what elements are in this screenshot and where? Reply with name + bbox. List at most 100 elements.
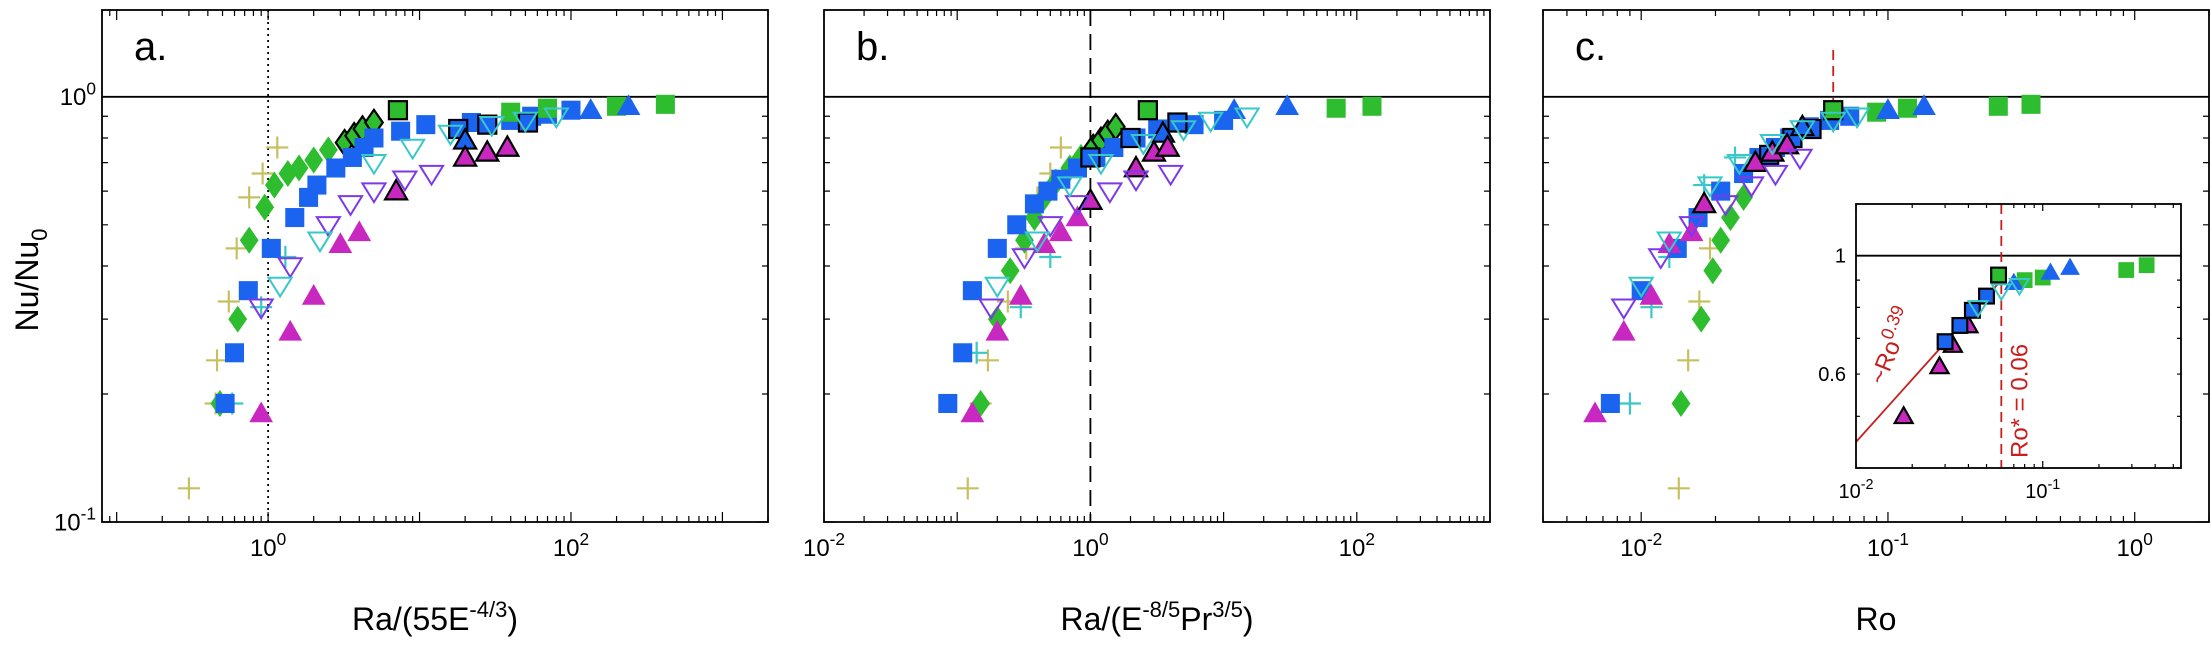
data-point-square-blue [938, 393, 958, 413]
data-point-plus-yellow [266, 136, 289, 159]
data-point-invtri-purple [1122, 170, 1150, 193]
y-tick-label: 100 [60, 78, 96, 111]
data-point-square-green [2138, 257, 2155, 274]
data-point-diamond-green [1711, 226, 1731, 254]
y-tick-label: 0.6 [1818, 364, 1846, 386]
data-point-invtri-cyan [1627, 276, 1655, 299]
data-point-square-blue-outlined [1951, 316, 1969, 334]
data-point-plus-yellow [956, 477, 979, 500]
data-point-square-green [1326, 98, 1346, 118]
data-point-diamond-green [239, 226, 259, 254]
data-point-square-blue [987, 238, 1007, 258]
data-point-triangle-magenta-outlined [452, 144, 479, 167]
data-point-plus-yellow [1667, 477, 1690, 500]
data-point-plus-yellow [251, 162, 274, 185]
data-point-triangle-magenta [1639, 284, 1664, 305]
data-point-invtri-cyan [478, 115, 506, 138]
data-point-invtri-cyan [266, 276, 294, 299]
series-invtri-purple [1610, 148, 1814, 321]
x-tick-label: 100 [2117, 529, 2153, 562]
series-invtri-cyan [266, 107, 570, 299]
data-point-invtri-purple [1610, 298, 1638, 321]
data-point-invtri-cyan [542, 107, 570, 130]
data-point-invtri-purple [1036, 216, 1064, 238]
data-point-plus-yellow [217, 290, 240, 313]
panel-label: c. [1575, 25, 1606, 69]
data-point-invtri-cyan [1087, 153, 1115, 176]
series-diamond-green [971, 143, 1091, 417]
data-point-square-blue [1600, 393, 1620, 413]
series-square-green-outlined [1990, 266, 2008, 284]
data-point-invtri-purple [1011, 248, 1038, 270]
data-point-plus-yellow [1049, 136, 1072, 159]
data-point-invtri-cyan [1170, 120, 1197, 142]
data-point-invtri-cyan [1056, 176, 1084, 198]
series-triangle-magenta [1583, 220, 1704, 423]
y-axis-title: Nu/Nu0 [9, 229, 52, 332]
data-point-square-blue [261, 238, 281, 258]
data-point-square-blue [307, 175, 327, 195]
data-point-square-blue [1007, 215, 1027, 235]
data-point-invtri-cyan [1726, 153, 1753, 176]
data-point-triangle-magenta-outlined [383, 177, 409, 201]
data-point-square-green [2021, 94, 2041, 114]
data-point-invtri-cyan [1655, 231, 1683, 254]
data-point-plus-yellow [225, 237, 248, 260]
data-point-diamond-green [289, 154, 309, 182]
data-point-square-blue [962, 281, 982, 301]
data-point-invtri-cyan [1819, 111, 1847, 134]
series-triangle-blue [1876, 94, 1936, 119]
data-point-diamond-green [255, 193, 275, 221]
data-point-diamond-green [1691, 305, 1711, 333]
x-tick-label: 102 [1339, 529, 1375, 562]
data-point-diamond-green [1000, 257, 1020, 285]
data-point-invtri-cyan [1843, 107, 1871, 130]
data-point-invtri-cyan [1990, 283, 2013, 302]
data-point-invtri-purple [247, 298, 275, 321]
data-point-triangle-magenta [985, 319, 1010, 341]
series-diamond-green [210, 136, 338, 417]
data-point-invtri-cyan [306, 231, 334, 254]
data-point-square-blue-outlined [1120, 127, 1141, 149]
panel-label: a. [134, 25, 167, 69]
series-diamond-green [1671, 183, 1754, 417]
data-point-triangle-magenta [328, 232, 353, 253]
x-tick-label: 10-2 [1620, 529, 1662, 562]
data-point-diamond-green [1671, 389, 1691, 417]
data-point-plus-yellow [976, 349, 999, 372]
x-axis-title: Ra/(55E-4/3) [352, 597, 518, 637]
panel-label: b. [856, 25, 889, 69]
data-point-invtri-cyan [1197, 111, 1225, 134]
data-point-invtri-cyan [1789, 120, 1816, 142]
series-triangle-magenta-outlined [1691, 131, 1800, 214]
data-point-invtri-purple [1157, 164, 1184, 187]
data-point-square-blue [416, 115, 436, 135]
data-point-plus-yellow [206, 349, 229, 372]
data-point-invtri-purple [1678, 216, 1705, 238]
data-point-triangle-magenta [1583, 401, 1607, 423]
data-point-square-blue [953, 343, 973, 363]
data-point-triangle-magenta [347, 220, 372, 242]
panel-b: 10-2 100 102 b. Ra/(E-8/5Pr3/5) [803, 9, 1491, 637]
x-tick-label: 10-1 [2025, 477, 2060, 503]
data-point-plus-cyan [1618, 392, 1641, 415]
data-point-square-blue [1104, 137, 1124, 157]
data-point-square-green [2118, 262, 2135, 278]
data-point-triangle-magenta-outlined [1774, 131, 1800, 155]
data-point-square-blue-outlined [1936, 333, 1954, 351]
data-point-triangle-blue [2060, 257, 2080, 275]
data-point-square-green-outlined [1990, 266, 2008, 284]
x-tick-label: 10-2 [1838, 477, 1873, 503]
y-tick-label: 1 [1835, 246, 1846, 268]
data-point-invtri-purple [391, 170, 419, 193]
plot-frame [823, 9, 1491, 523]
data-point-invtri-cyan [399, 138, 426, 161]
data-point-triangle-magenta-outlined [1892, 405, 1915, 425]
data-point-triangle-magenta-outlined [1691, 190, 1718, 214]
data-point-triangle-magenta-outlined [474, 139, 501, 162]
tick-marks [101, 10, 769, 523]
series-invtri-cyan [1627, 107, 1871, 299]
data-point-triangle-blue [616, 94, 641, 116]
data-point-square-green [655, 94, 675, 114]
